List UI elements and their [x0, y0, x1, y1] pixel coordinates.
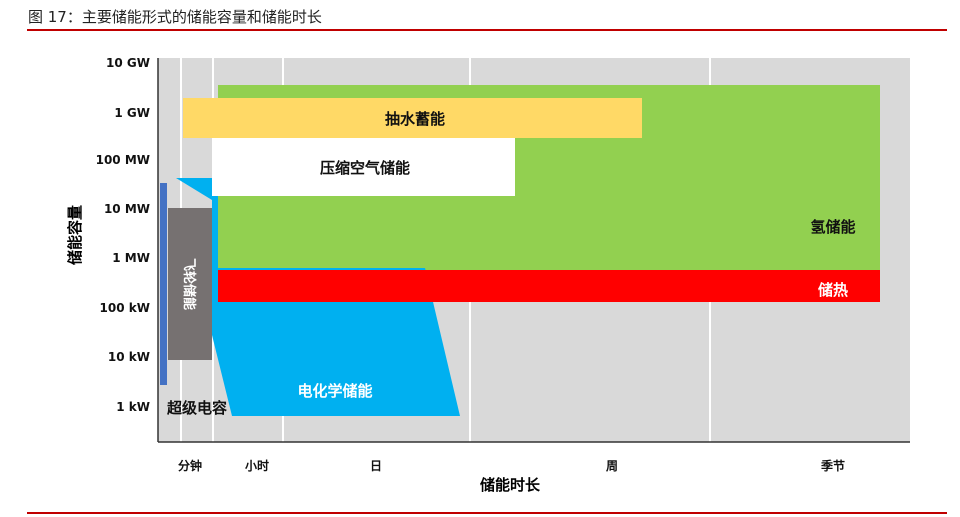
- x-tick: 日: [370, 459, 382, 473]
- y-tick: 100 MW: [96, 153, 150, 167]
- label-flywheel: 飞轮储能: [181, 258, 197, 310]
- bottom-rule: [27, 512, 947, 514]
- region-supercapacitor: [160, 183, 167, 385]
- y-tick: 1 MW: [112, 251, 150, 265]
- label-compressed-air: 压缩空气储能: [320, 159, 410, 177]
- label-thermal: 储热: [818, 281, 848, 299]
- region-pumped-hydro: [183, 98, 642, 138]
- y-tick: 1 GW: [114, 106, 150, 120]
- label-electrochemical: 电化学储能: [297, 382, 372, 400]
- y-tick: 10 MW: [104, 202, 150, 216]
- x-axis-title: 储能时长: [480, 476, 541, 494]
- label-hydrogen: 氢储能: [810, 218, 855, 236]
- x-tick: 分钟: [178, 458, 202, 473]
- region-compressed-air: [212, 138, 515, 196]
- label-supercapacitor: 超级电容: [166, 399, 227, 417]
- x-tick: 小时: [245, 458, 269, 473]
- y-tick: 10 GW: [106, 56, 150, 70]
- y-tick: 1 kW: [116, 400, 150, 414]
- x-tick: 周: [606, 459, 618, 473]
- figure-title: 图 17：主要储能形式的储能容量和储能时长: [28, 8, 322, 26]
- region-thermal: [218, 270, 880, 302]
- y-axis-title: 储能容量: [66, 205, 84, 265]
- y-tick: 10 kW: [108, 350, 150, 364]
- title-rule: [27, 29, 947, 31]
- label-pumped-hydro: 抽水蓄能: [385, 110, 445, 128]
- x-tick: 季节: [820, 458, 845, 473]
- y-tick: 100 kW: [100, 301, 150, 315]
- region-flywheel: [168, 208, 212, 360]
